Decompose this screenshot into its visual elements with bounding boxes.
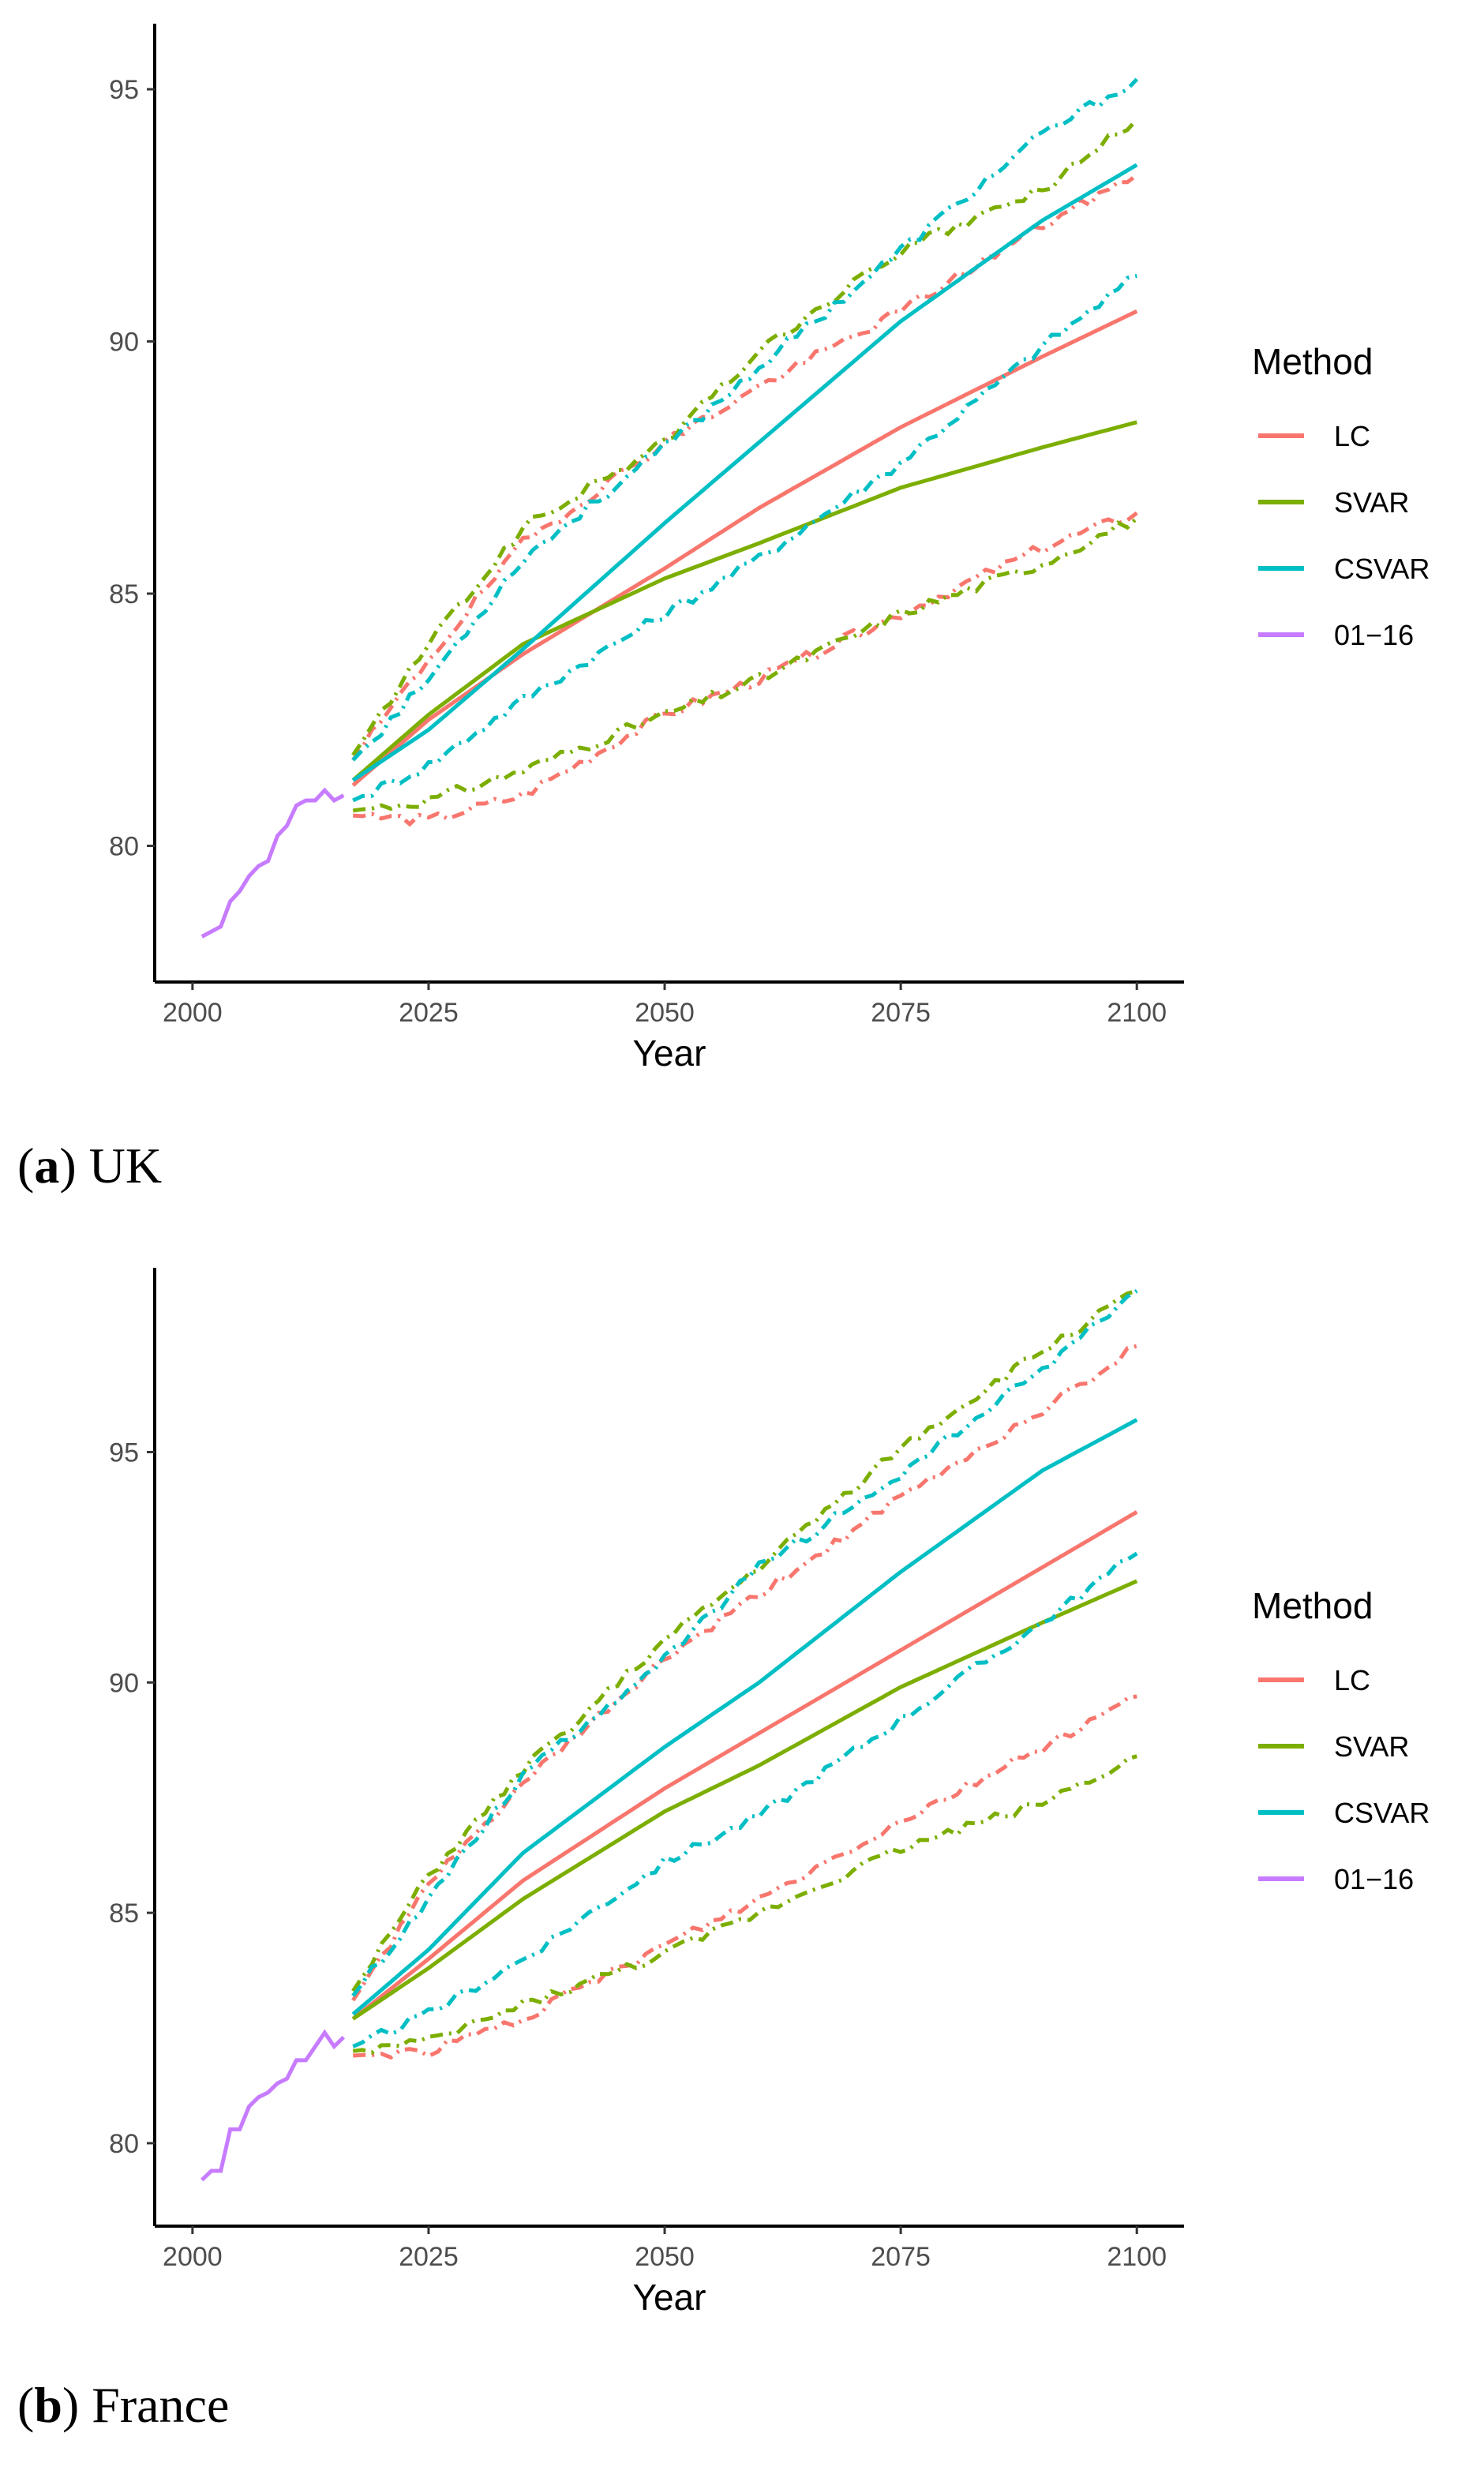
y-tick-label: 80 [109,2129,139,2159]
series-historical [200,2029,346,2182]
series-historical [200,787,345,939]
caption-uk: (a) UK [17,1138,163,1194]
series-upper-lc [351,1344,1137,2002]
legend-label-3: 01−16 [1334,1863,1414,1895]
legend-label-1: SVAR [1334,486,1409,519]
series-mean-csvar [351,1418,1138,2016]
series-lower-lc [353,511,1138,827]
series-mean-svar [351,1579,1138,2021]
legend-label-3: 01−16 [1334,619,1414,651]
caption-letter: b [34,2377,62,2433]
series-upper-lc [351,173,1138,762]
x-tick-label: 2075 [871,2242,931,2272]
caption-text: France [92,2377,230,2433]
legend-label-0: LC [1334,1664,1370,1696]
y-tick-label: 95 [109,75,139,105]
caption-letter: a [34,1138,60,1194]
caption-france: (b) France [17,2377,230,2433]
x-tick-label: 2025 [399,2242,459,2272]
chart-uk: 80 85 90 95 2000 2025 2050 2075 2100 Year Method LC… [109,24,1430,1074]
legend-label-2: CSVAR [1334,553,1430,585]
series-upper-csvar [351,77,1139,762]
x-tick-label: 2025 [399,998,459,1028]
series-lower-csvar [352,274,1137,803]
legend-label-1: SVAR [1334,1730,1409,1763]
y-tick-label: 85 [109,579,139,609]
series-upper-svar [351,118,1139,756]
y-tick-label: 85 [109,1899,139,1929]
series-lower-lc [353,1694,1137,2060]
series-mean-svar [351,420,1137,782]
legend-title: Method [1252,341,1373,382]
x-tick-label: 2050 [635,998,695,1028]
legend-title: Method [1252,1585,1373,1626]
x-tick-label: 2075 [871,998,931,1028]
legend-label-0: LC [1334,420,1370,452]
caption-text: UK [88,1138,163,1194]
series-upper-csvar [351,1289,1138,1997]
x-axis-title: Year [633,1033,706,1074]
x-tick-label: 2100 [1107,2242,1167,2272]
legend-label-2: CSVAR [1334,1797,1430,1829]
y-tick-label: 95 [109,1438,139,1468]
x-axis-title: Year [633,2277,706,2318]
y-tick-label: 90 [109,1668,139,1698]
x-tick-label: 2000 [163,2242,223,2272]
x-tick-label: 2100 [1107,998,1167,1028]
series-lower-svar [352,1754,1137,2055]
x-tick-label: 2050 [635,2242,695,2272]
series-mean-csvar [351,163,1138,782]
series-lower-svar [352,516,1138,813]
series-upper-svar [351,1288,1137,1992]
chart-france: 80 85 90 95 2000 2025 2050 2075 2100 Year Method LC… [109,1268,1430,2318]
y-tick-label: 90 [109,328,139,358]
x-tick-label: 2000 [163,998,223,1028]
y-tick-label: 80 [109,831,139,861]
series-lower-csvar [352,1551,1138,2049]
series-mean-lc [351,1510,1138,2021]
